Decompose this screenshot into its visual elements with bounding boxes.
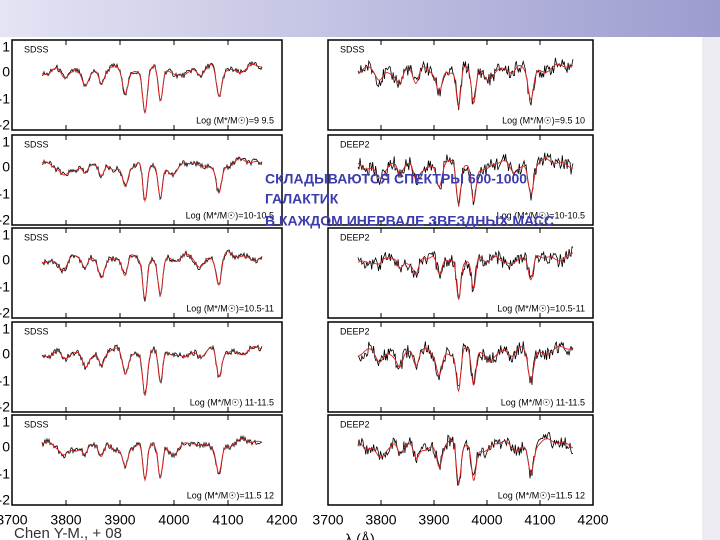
y-tick-label: -2: [0, 117, 10, 133]
mass-bin-label: Log (M*/M☉) 11-11.5: [190, 397, 274, 407]
y-tick-label: -2: [0, 305, 10, 321]
mass-bin-label: Log (M*/M☉)=10.5-11: [497, 303, 585, 313]
y-tick-label: -1: [0, 373, 10, 389]
panel-frame: [11, 227, 283, 319]
panel-frame: [327, 227, 594, 319]
y-tick-label: -1: [0, 466, 10, 482]
y-tick-label: 1: [2, 227, 10, 243]
mass-bin-label: Log (M*/M☉)=9 9.5: [196, 115, 274, 125]
spectrum-panel: DEEP2 Log (M*/M☉)=10.5-11: [327, 227, 594, 319]
survey-label: SDSS: [24, 139, 49, 149]
side-strip: [702, 37, 720, 540]
mass-bin-label: Log (M*/M☉)=11.5 12: [187, 490, 274, 500]
citation: Chen Y-M., + 08: [14, 525, 122, 540]
spectrum-panel: SDSS Log (M*/M☉)=10.5-11: [11, 227, 283, 319]
survey-label: SDSS: [340, 44, 365, 54]
y-tick-label: -2: [0, 399, 10, 415]
mass-bin-label: Log (M*/M☉)=10-10.5: [497, 210, 585, 220]
y-tick-label: 0: [2, 252, 10, 268]
survey-label: SDSS: [24, 232, 49, 242]
mass-bin-label: Log (M*/M☉)=10-10.5: [186, 210, 274, 220]
x-tick-label: 4000: [471, 512, 502, 528]
y-tick-label: -2: [0, 492, 10, 508]
mass-bin-label: Log (M*/M☉)=11.5 12: [498, 490, 585, 500]
model-spectrum: [41, 251, 263, 301]
x-tick-label: 4100: [212, 512, 243, 528]
spectrum-panel: SDSS Log (M*/M☉)=9.5 10: [327, 39, 594, 131]
panel-frame: [11, 321, 283, 413]
x-tick-label: 3800: [365, 512, 396, 528]
observed-spectrum: [357, 340, 574, 387]
x-tick-label: 3800: [50, 512, 81, 528]
survey-label: DEEP2: [340, 139, 370, 149]
observed-spectrum: [357, 432, 574, 486]
overlay-line: ГАЛАКТИК: [265, 191, 339, 207]
mass-bin-label: Log (M*/M☉)=9.5 10: [502, 115, 585, 125]
model-spectrum: [357, 438, 574, 485]
model-spectrum: [41, 158, 263, 203]
x-tick-label: 3700: [0, 512, 28, 528]
survey-label: DEEP2: [340, 419, 370, 429]
x-tick-label: 3900: [418, 512, 449, 528]
header-band: [0, 0, 720, 37]
model-spectrum: [357, 158, 573, 206]
y-tick-label: -1: [0, 279, 10, 295]
observed-spectrum: [357, 152, 574, 207]
mass-bin-label: Log (M*/M☉)=10.5-11: [186, 303, 274, 313]
model-spectrum: [357, 345, 574, 393]
y-tick-label: 0: [2, 64, 10, 80]
panel-frame: [11, 134, 283, 226]
y-tick-label: -1: [0, 91, 10, 107]
x-tick-label: 3900: [104, 512, 135, 528]
y-tick-label: 1: [2, 39, 10, 55]
model-spectrum: [357, 63, 574, 109]
overlay: СКЛАДЫВАЮТСЯ СПЕКТРЫ 600-1000 ГАЛАКТИК В…: [265, 171, 554, 229]
y-tick-label: 1: [2, 321, 10, 337]
x-tick-label: 4200: [266, 512, 297, 528]
spectrum-panel: SDSS Log (M*/M☉) 11-11.5: [11, 321, 283, 413]
figure: SDSS Log (M*/M☉)=9 9.5 1 0 -1 -2 SDSS Log (M*/M…: [0, 39, 609, 540]
y-tick-label: 0: [2, 439, 10, 455]
spectrum-panel: SDSS Log (M*/M☉)=10-10.5: [11, 134, 283, 226]
observed-spectrum: [41, 249, 263, 302]
spectrum-panel: DEEP2 Log (M*/M☉)=10-10.5: [327, 134, 594, 226]
panel-frame: [11, 414, 283, 506]
x-axis-label: λ (Å): [345, 531, 375, 540]
model-spectrum: [41, 346, 263, 396]
observed-spectrum: [357, 246, 574, 300]
panel-frame: [327, 134, 594, 226]
y-tick-label: 0: [2, 159, 10, 175]
survey-label: DEEP2: [340, 232, 370, 242]
observed-spectrum: [41, 344, 263, 394]
x-tick-label: 4000: [158, 512, 189, 528]
spectrum-panel: SDSS Log (M*/M☉)=11.5 12: [11, 414, 283, 506]
overlay-line: СКЛАДЫВАЮТСЯ СПЕКТРЫ 600-1000: [265, 171, 527, 187]
y-tick-label: 1: [2, 134, 10, 150]
model-spectrum: [357, 252, 574, 300]
spectrum-panel: DEEP2 Log (M*/M☉)=11.5 12: [327, 414, 594, 506]
x-tick-label: 4100: [524, 512, 555, 528]
y-tick-label: 1: [2, 414, 10, 430]
y-tick-label: 0: [2, 346, 10, 362]
x-tick-label: 3700: [312, 512, 343, 528]
spectrum-panel: SDSS Log (M*/M☉)=9 9.5: [11, 39, 283, 131]
mass-bin-label: Log (M*/M☉) 11-11.5: [501, 397, 585, 407]
panel-frame: [327, 321, 594, 413]
panel-frame: [327, 39, 594, 131]
survey-label: SDSS: [24, 326, 49, 336]
x-tick-label: 4200: [577, 512, 608, 528]
survey-label: DEEP2: [340, 326, 370, 336]
y-tick-label: -1: [0, 186, 10, 202]
spectrum-panel: DEEP2 Log (M*/M☉) 11-11.5: [327, 321, 594, 413]
survey-label: SDSS: [24, 419, 49, 429]
model-spectrum: [41, 63, 263, 114]
y-tick-label: -2: [0, 212, 10, 228]
model-spectrum: [41, 438, 263, 482]
panel-frame: [327, 414, 594, 506]
survey-label: SDSS: [24, 44, 49, 54]
overlay-line: В КАЖДОМ ИНЕРВАЛЕ ЗВЕЗДНЫХ МАСС: [265, 213, 554, 229]
panel-frame: [11, 39, 283, 131]
